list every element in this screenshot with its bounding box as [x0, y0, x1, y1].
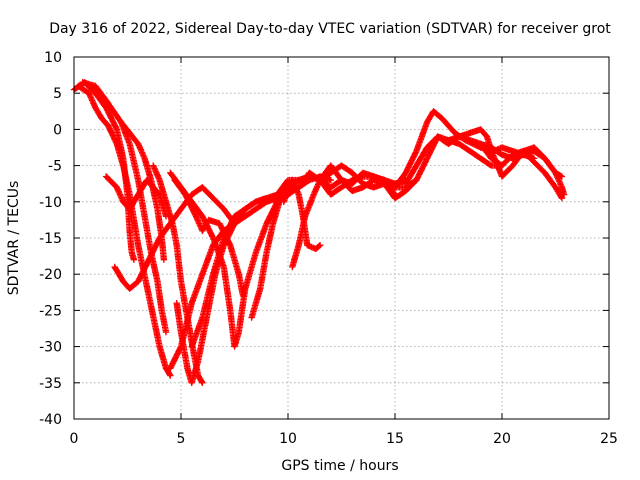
series-markers: [477, 140, 566, 202]
series-markers: [117, 119, 168, 263]
y-tick-label: -35: [39, 376, 62, 392]
series-markers: [263, 169, 399, 205]
grid: [74, 57, 609, 419]
y-tick-label: -40: [39, 412, 62, 428]
x-tick-label: 25: [600, 431, 618, 447]
series-arc-8: [167, 169, 292, 350]
chart-title: Day 316 of 2022, Sidereal Day-to-day VTE…: [49, 21, 611, 37]
series-arc-22: [477, 140, 566, 202]
y-tick-label: 0: [53, 122, 62, 138]
x-axis-label: GPS time / hours: [281, 458, 398, 474]
plot-area: [70, 79, 568, 386]
series-markers: [171, 176, 247, 300]
x-tick-label: 0: [70, 431, 79, 447]
y-tick-label: -30: [39, 340, 62, 356]
x-tick-label: 20: [493, 431, 511, 447]
series-markers: [70, 79, 138, 263]
x-tick-label: 15: [386, 431, 404, 447]
y-tick-label: 5: [53, 86, 62, 102]
series-arc-9: [171, 176, 247, 300]
y-tick-label: -20: [39, 267, 62, 283]
y-tick-label: -5: [48, 159, 62, 175]
axis-ticks: 0 5 10 15 20 25 -40 -35 -30 -25 -20 -15 -10 -5 0 5 10: [39, 50, 618, 447]
series-arc-1: [70, 79, 138, 263]
y-tick-label: -15: [39, 231, 62, 247]
y-tick-label: -25: [39, 303, 62, 319]
series-arc-6: [117, 119, 168, 263]
series-markers: [167, 169, 292, 350]
y-tick-label: 10: [44, 50, 62, 66]
x-tick-label: 5: [177, 431, 186, 447]
x-tick-label: 10: [279, 431, 297, 447]
y-axis-label: SDTVAR / TECUs: [6, 181, 22, 296]
series-arc-17: [263, 169, 399, 205]
y-tick-label: -10: [39, 195, 62, 211]
